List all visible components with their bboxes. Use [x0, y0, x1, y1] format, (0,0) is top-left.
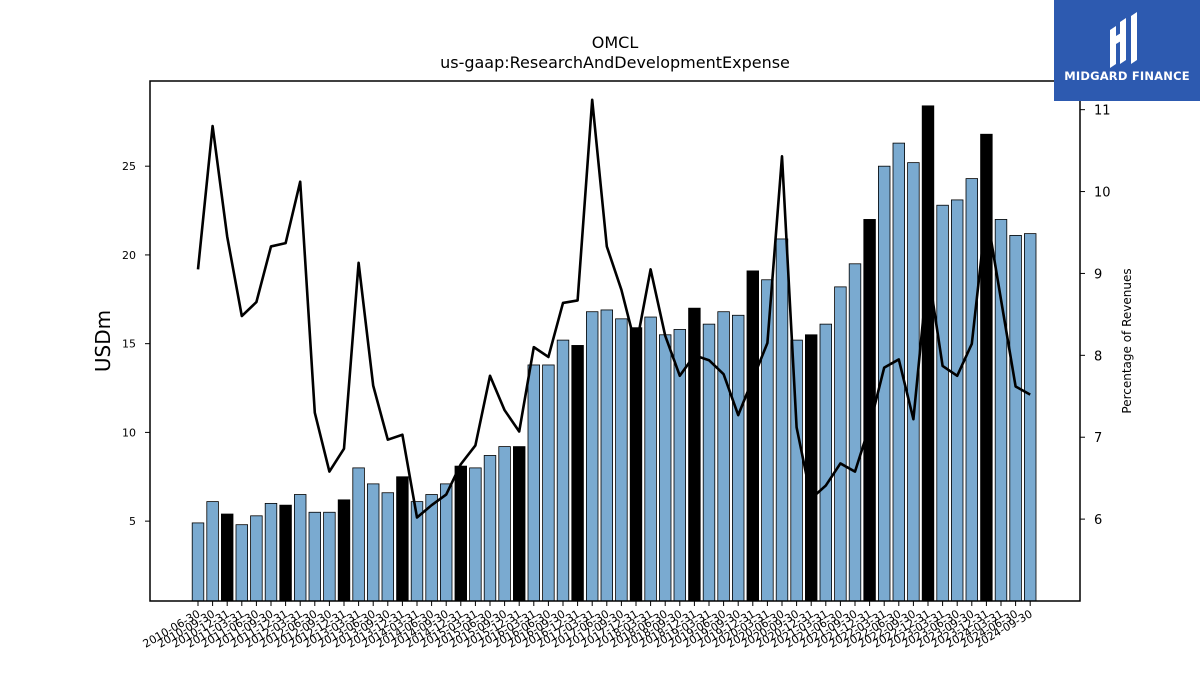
bar-2012-03-31 [293, 494, 307, 602]
plot-frame [149, 80, 1081, 602]
y2-tick-label-11: 11 [1094, 104, 1111, 119]
bar-2011-03-31 [235, 524, 249, 602]
bar-2016-12-31 [571, 345, 584, 602]
bar-2013-03-31 [352, 467, 365, 602]
y2-axis-label: Percentage of Revenues [1120, 268, 1134, 413]
bar-2024-09-30 [1024, 233, 1037, 602]
bar-2012-12-31 [337, 499, 351, 602]
bar-2013-06-30 [366, 483, 380, 602]
bar-2014-12-31 [454, 465, 468, 602]
bar-2023-12-31 [980, 133, 993, 602]
bar-2016-03-31 [527, 364, 541, 602]
bar-2011-09-30 [264, 502, 278, 602]
bar-2011-12-31 [279, 504, 292, 602]
y-tick-label-15: 15 [122, 338, 136, 351]
bar-2010-12-31 [220, 513, 234, 602]
bar-2015-09-30 [498, 446, 511, 602]
bar-2014-09-30 [439, 483, 453, 602]
bar-2021-03-31 [819, 323, 833, 602]
midgard-logo-icon [1110, 12, 1137, 68]
bar-2020-06-30 [775, 238, 789, 602]
bar-2013-12-31 [396, 476, 409, 602]
bar-2017-03-31 [586, 311, 599, 602]
chart-subtitle: us-gaap:ResearchAndDevelopmentExpense [440, 53, 790, 72]
bar-2017-06-30 [600, 309, 614, 602]
bar-group [191, 105, 1037, 602]
bar-2012-09-30 [323, 511, 336, 602]
bar-2024-06-30 [1009, 234, 1022, 602]
bar-2015-12-31 [513, 446, 526, 602]
bar-2012-06-30 [308, 511, 322, 602]
y-axis-label: USDm [91, 310, 115, 372]
percentage-line [196, 98, 1031, 519]
y2-tick-label-8: 8 [1094, 349, 1102, 364]
bar-2019-09-30 [732, 314, 745, 602]
bar-2015-03-31 [469, 467, 482, 602]
bar-2017-12-31 [629, 327, 643, 602]
bar-2021-09-30 [848, 263, 862, 602]
x-axis: 2010-06-302010-09-302010-12-312011-03-31… [141, 601, 1035, 651]
brand-logo: MIDGARD FINANCE [1054, 0, 1200, 101]
bar-2020-12-31 [805, 334, 818, 602]
y2-tick-label-10: 10 [1094, 186, 1111, 201]
bar-2018-06-30 [659, 334, 672, 602]
bar-2011-06-30 [250, 515, 263, 602]
y-tick-label-25: 25 [122, 160, 136, 173]
bar-2017-09-30 [615, 318, 628, 602]
right-axis: 6 7 8 9 10 11 [1080, 104, 1111, 528]
y2-tick-label-9: 9 [1094, 267, 1102, 282]
bar-2013-09-30 [381, 492, 395, 602]
bar-2015-06-30 [483, 455, 497, 602]
bar-2020-09-30 [790, 339, 803, 602]
bar-2016-06-30 [542, 364, 555, 602]
bar-2016-09-30 [556, 339, 570, 602]
y-tick-label-10: 10 [122, 426, 136, 439]
y-tick-label-5: 5 [129, 515, 136, 528]
bar-2022-12-31 [921, 105, 935, 602]
line-layer [196, 98, 1031, 519]
bar-2010-06-30 [191, 522, 205, 602]
y-tick-label-20: 20 [122, 249, 136, 262]
left-axis: 5 10 15 20 25 [122, 160, 150, 528]
bar-2010-09-30 [206, 501, 219, 602]
bar-2021-06-30 [834, 286, 847, 602]
y2-tick-label-7: 7 [1094, 431, 1102, 446]
bar-2023-03-31 [936, 204, 949, 602]
bar-2019-06-30 [717, 311, 730, 602]
chart-title: OMCL [592, 33, 639, 52]
bar-2023-06-30 [951, 199, 964, 602]
bar-2018-03-31 [644, 316, 657, 602]
brand-name: MIDGARD FINANCE [1064, 69, 1190, 83]
bar-2018-12-31 [688, 307, 701, 602]
bar-2019-12-31 [746, 270, 760, 602]
bar-2023-09-30 [965, 178, 979, 602]
y2-tick-label-6: 6 [1094, 513, 1102, 528]
bar-2014-06-30 [425, 494, 438, 602]
